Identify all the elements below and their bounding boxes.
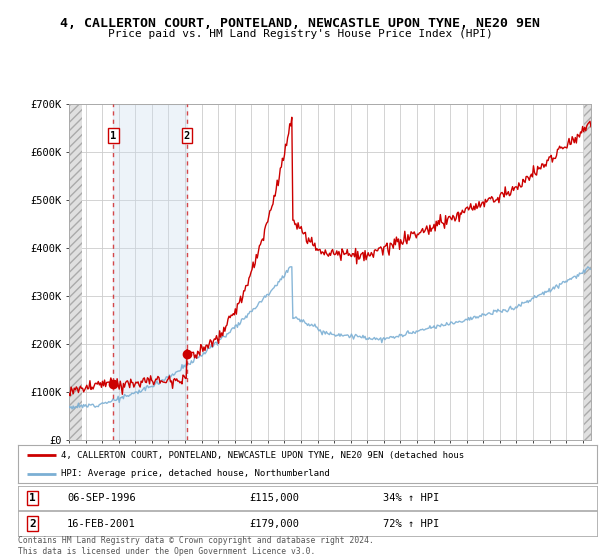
- Bar: [584, 104, 591, 440]
- Text: 16-FEB-2001: 16-FEB-2001: [67, 519, 136, 529]
- Bar: [113, 104, 187, 440]
- Text: Contains HM Land Registry data © Crown copyright and database right 2024.
This d: Contains HM Land Registry data © Crown c…: [18, 536, 374, 556]
- Text: HPI: Average price, detached house, Northumberland: HPI: Average price, detached house, Nort…: [61, 469, 330, 478]
- Text: 1: 1: [29, 493, 36, 503]
- Text: 34% ↑ HPI: 34% ↑ HPI: [383, 493, 439, 503]
- Text: 2: 2: [184, 130, 190, 141]
- Text: Price paid vs. HM Land Registry's House Price Index (HPI): Price paid vs. HM Land Registry's House …: [107, 29, 493, 39]
- Text: £115,000: £115,000: [250, 493, 299, 503]
- Text: 4, CALLERTON COURT, PONTELAND, NEWCASTLE UPON TYNE, NE20 9EN: 4, CALLERTON COURT, PONTELAND, NEWCASTLE…: [60, 17, 540, 30]
- Text: 4, CALLERTON COURT, PONTELAND, NEWCASTLE UPON TYNE, NE20 9EN (detached hous: 4, CALLERTON COURT, PONTELAND, NEWCASTLE…: [61, 451, 464, 460]
- Text: 72% ↑ HPI: 72% ↑ HPI: [383, 519, 439, 529]
- Text: 2: 2: [29, 519, 36, 529]
- Text: £179,000: £179,000: [250, 519, 299, 529]
- Text: 06-SEP-1996: 06-SEP-1996: [67, 493, 136, 503]
- Bar: [69, 104, 82, 440]
- Text: 1: 1: [110, 130, 116, 141]
